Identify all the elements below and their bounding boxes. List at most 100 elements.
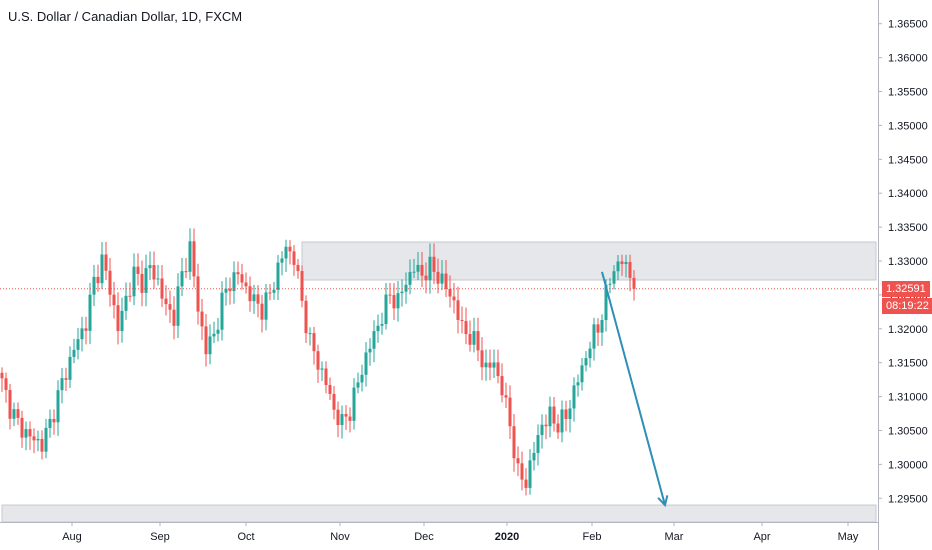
candle-body bbox=[452, 296, 456, 301]
candle bbox=[44, 418, 48, 459]
candle-body bbox=[224, 288, 228, 293]
candle-body bbox=[592, 324, 596, 349]
candle-body bbox=[12, 409, 16, 419]
candle-body bbox=[368, 348, 372, 353]
candle-body bbox=[280, 258, 284, 263]
candle-body bbox=[456, 300, 460, 320]
candle bbox=[568, 400, 572, 433]
price-tick-label: 1.31000 bbox=[888, 392, 928, 404]
candle-body bbox=[544, 424, 548, 427]
candle bbox=[64, 367, 68, 392]
candle-body bbox=[396, 293, 400, 309]
candle-body bbox=[132, 266, 136, 297]
candle bbox=[600, 314, 604, 346]
candle-body bbox=[524, 479, 528, 488]
candle bbox=[356, 372, 360, 394]
candle bbox=[92, 264, 96, 307]
price-tick-label: 1.30000 bbox=[888, 459, 928, 471]
candle bbox=[148, 251, 152, 281]
candle-body bbox=[232, 272, 236, 292]
candle bbox=[180, 257, 184, 297]
candle-body bbox=[288, 246, 292, 252]
time-axis-divider bbox=[0, 522, 878, 523]
candle bbox=[628, 254, 632, 292]
candle-body bbox=[420, 264, 424, 276]
candle bbox=[480, 337, 484, 381]
candle bbox=[20, 410, 24, 448]
candle bbox=[524, 468, 528, 496]
candle-body bbox=[264, 292, 268, 320]
candle-body bbox=[596, 324, 600, 333]
candle bbox=[408, 259, 412, 295]
candle-body bbox=[412, 271, 416, 273]
candle bbox=[308, 327, 312, 346]
candle-body bbox=[100, 254, 104, 284]
candle-body bbox=[520, 463, 524, 480]
candle-body bbox=[380, 323, 384, 326]
candle bbox=[204, 314, 208, 367]
candle-body bbox=[476, 331, 480, 351]
candle bbox=[520, 451, 524, 491]
candle-body bbox=[256, 294, 260, 304]
time-tick-label: Sep bbox=[150, 531, 170, 543]
candle bbox=[216, 317, 220, 342]
candle bbox=[240, 263, 244, 290]
candle bbox=[532, 441, 536, 471]
candle bbox=[320, 361, 324, 381]
candle-body bbox=[96, 276, 100, 284]
price-tick-label: 1.33000 bbox=[888, 256, 928, 268]
candle-body bbox=[344, 414, 348, 417]
candle bbox=[284, 239, 288, 272]
candle bbox=[52, 409, 56, 435]
candle bbox=[164, 285, 168, 316]
candle bbox=[244, 272, 248, 294]
candle-body bbox=[504, 395, 508, 398]
candle bbox=[340, 405, 344, 439]
candle-body bbox=[60, 378, 64, 391]
candle-body bbox=[500, 376, 504, 396]
candle-body bbox=[276, 262, 280, 290]
arrow-layer bbox=[601, 271, 669, 508]
zone-box-2[interactable] bbox=[1, 504, 877, 523]
candle-body bbox=[632, 277, 636, 289]
candle bbox=[24, 421, 28, 451]
candle bbox=[468, 320, 472, 352]
candle bbox=[496, 349, 500, 384]
candle bbox=[144, 254, 148, 307]
projection-arrow-head[interactable] bbox=[657, 495, 669, 508]
candle bbox=[136, 253, 140, 286]
candle-body bbox=[8, 389, 12, 419]
candle-body bbox=[188, 241, 192, 272]
zones-layer bbox=[1, 241, 877, 523]
current-price-label: 1.32591 bbox=[882, 280, 930, 297]
candle bbox=[76, 327, 80, 360]
candle bbox=[176, 273, 180, 339]
candle-body bbox=[136, 266, 140, 274]
projection-arrow-line[interactable] bbox=[601, 271, 666, 506]
zone-box-1[interactable] bbox=[301, 241, 877, 281]
candle bbox=[456, 286, 460, 334]
candle-body bbox=[536, 435, 540, 453]
candle bbox=[484, 349, 488, 381]
candle-body bbox=[16, 409, 20, 418]
candle bbox=[372, 320, 376, 363]
candle bbox=[492, 349, 496, 379]
candle bbox=[252, 284, 256, 314]
candle-body bbox=[112, 294, 116, 306]
candle bbox=[360, 364, 364, 392]
symbol-title[interactable]: U.S. Dollar / Canadian Dollar, 1D, FXCM bbox=[8, 9, 243, 24]
candle-body bbox=[512, 426, 516, 459]
candle bbox=[608, 278, 612, 294]
candle bbox=[188, 228, 192, 280]
candle-body bbox=[36, 438, 40, 441]
candle-body bbox=[356, 382, 360, 388]
candle-body bbox=[48, 418, 52, 428]
candle-body bbox=[240, 274, 244, 283]
candle bbox=[8, 383, 12, 430]
candle-body bbox=[392, 295, 396, 309]
candle bbox=[384, 283, 388, 330]
candle bbox=[260, 294, 264, 333]
candle bbox=[128, 282, 132, 302]
